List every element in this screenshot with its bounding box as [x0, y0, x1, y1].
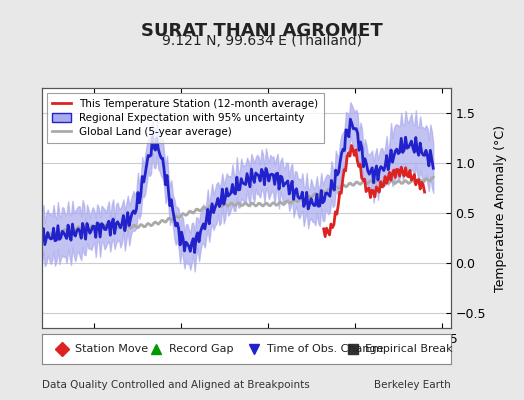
Text: 9.121 N, 99.634 E (Thailand): 9.121 N, 99.634 E (Thailand)	[162, 34, 362, 48]
Text: Berkeley Earth: Berkeley Earth	[374, 380, 451, 390]
Text: Record Gap: Record Gap	[169, 344, 233, 354]
Text: Empirical Break: Empirical Break	[365, 344, 452, 354]
Text: SURAT THANI AGROMET: SURAT THANI AGROMET	[141, 22, 383, 40]
Y-axis label: Temperature Anomaly (°C): Temperature Anomaly (°C)	[494, 124, 507, 292]
Text: Time of Obs. Change: Time of Obs. Change	[267, 344, 383, 354]
Text: Station Move: Station Move	[74, 344, 148, 354]
Legend: This Temperature Station (12-month average), Regional Expectation with 95% uncer: This Temperature Station (12-month avera…	[47, 93, 324, 143]
Text: Data Quality Controlled and Aligned at Breakpoints: Data Quality Controlled and Aligned at B…	[42, 380, 310, 390]
